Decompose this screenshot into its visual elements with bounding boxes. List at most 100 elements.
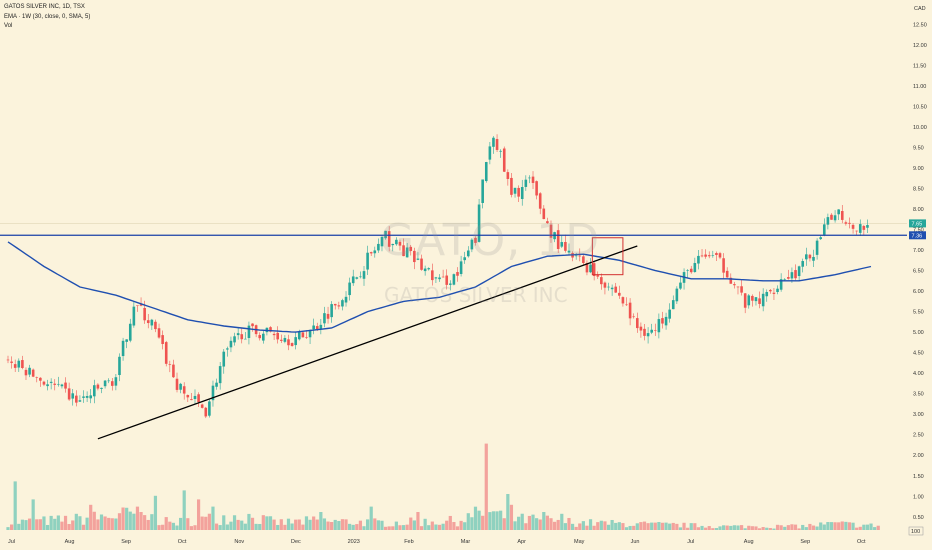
candle-body [751, 295, 754, 301]
volume-bar [463, 522, 467, 530]
volume-bar [552, 521, 557, 530]
y-tick-label: 2.00 [913, 453, 924, 459]
volume-bar [535, 518, 539, 530]
y-tick-label: 5.00 [913, 330, 924, 336]
volume-bar [265, 516, 269, 530]
volume-bar [772, 528, 776, 530]
candle-body [57, 383, 60, 385]
candle-body [262, 333, 265, 341]
watermark-name: GATOS SILVER INC [384, 283, 568, 307]
volume-bar [736, 525, 740, 530]
candle-body [621, 297, 625, 304]
volume-bar [81, 524, 86, 530]
candle-body [675, 288, 679, 302]
candle-body [150, 319, 154, 326]
candle-body [337, 305, 341, 307]
volume-bar [369, 506, 373, 530]
candle-body [60, 384, 64, 387]
volume-bar [725, 525, 729, 530]
volume-bar [722, 525, 726, 530]
volume-bar [301, 524, 305, 530]
volume-bar [200, 516, 204, 530]
candle-body [747, 295, 751, 306]
volume-bar [829, 522, 834, 530]
candle-body [13, 364, 17, 368]
volume-bar [610, 519, 614, 530]
volume-bar [693, 523, 697, 530]
candle-body [222, 351, 226, 367]
volume-bar [27, 518, 32, 530]
candle-body [765, 291, 769, 297]
candle-body [431, 270, 434, 281]
volume-bar [53, 518, 57, 530]
volume-bar [67, 524, 71, 530]
x-tick-label: Nov [234, 539, 244, 545]
candle-body [312, 325, 315, 330]
volume-bar [168, 521, 172, 530]
y-tick-label: 12.00 [913, 43, 927, 49]
candle-body [808, 254, 812, 259]
candle-body [866, 225, 869, 228]
candle-body [215, 382, 218, 387]
candle-body [783, 279, 787, 280]
candle-body [484, 162, 488, 182]
y-tick-label: 6.00 [913, 289, 924, 295]
volume-bar [786, 525, 790, 530]
volume-bar [754, 526, 758, 530]
candle-body [596, 275, 600, 277]
candle-body [251, 323, 254, 327]
volume-bar [243, 523, 247, 530]
volume-bar [811, 525, 816, 530]
volume-bar [855, 527, 859, 530]
volume-bar [229, 521, 233, 530]
candle-body [272, 333, 276, 336]
candle-body [344, 296, 348, 303]
candle-body [822, 224, 826, 235]
volume-bar [757, 528, 762, 530]
volume-bar [599, 520, 603, 530]
volume-bar [793, 524, 798, 530]
volume-bar [603, 521, 607, 530]
volume-bar [574, 526, 578, 530]
candle-body [229, 340, 233, 348]
volume-bar [671, 522, 675, 530]
candle-body [46, 384, 49, 387]
volume-bar [682, 522, 686, 530]
candle-body [758, 298, 761, 304]
candle-body [797, 266, 801, 277]
candle-body [315, 326, 319, 329]
volume-bar [538, 519, 542, 530]
y-tick-label: 11.50 [913, 63, 926, 69]
volume-bar [391, 526, 395, 530]
volume-bar [588, 519, 593, 530]
volume-bar [9, 524, 14, 530]
overlays [0, 234, 907, 440]
candle-body [276, 332, 279, 340]
volume-bar [254, 523, 258, 530]
candle-body [574, 255, 578, 257]
volume-bar [495, 511, 499, 530]
candle-body [10, 361, 13, 363]
volume-bar [409, 517, 413, 530]
volume-bar [729, 525, 733, 530]
candle-body [294, 337, 297, 346]
highlight-box [591, 237, 624, 276]
candle-body [517, 187, 520, 197]
volume-bar [193, 525, 197, 530]
candle-body [93, 385, 96, 397]
candle-body [477, 204, 481, 242]
candle-body [650, 329, 653, 333]
volume-bar [765, 527, 769, 530]
volume-bar [581, 521, 585, 530]
volume-bar [865, 524, 870, 530]
volume-bar [376, 520, 380, 530]
candle-body [359, 276, 362, 278]
candle-body [204, 407, 208, 417]
volume-bar [383, 526, 388, 530]
volume-bar [312, 516, 316, 530]
candle-body [110, 381, 114, 386]
volume-bar [628, 525, 632, 530]
y-tick-label: 4.00 [913, 371, 924, 377]
candle-body [416, 258, 420, 260]
